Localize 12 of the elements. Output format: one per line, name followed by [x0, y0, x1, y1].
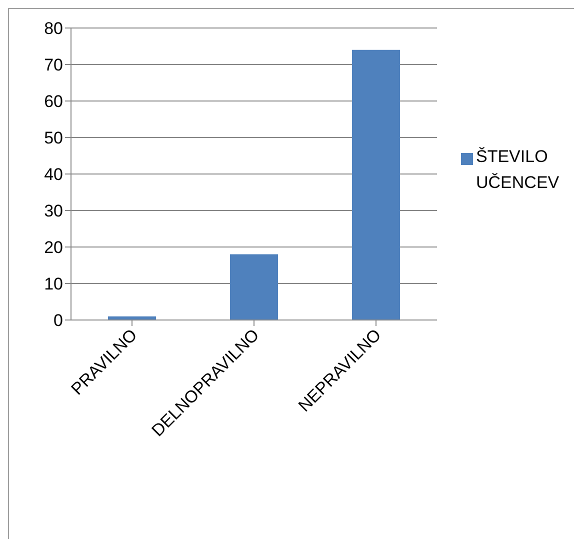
- y-tick-label: 80: [44, 19, 63, 38]
- bar: [230, 254, 278, 320]
- y-tick-label: 30: [44, 202, 63, 221]
- y-tick-label: 20: [44, 238, 63, 258]
- y-tick-label: 10: [44, 274, 63, 294]
- y-tick-label: 50: [44, 128, 63, 148]
- legend-label: ŠTEVILO UČENCEV: [476, 146, 560, 194]
- bar: [352, 50, 400, 320]
- y-tick-label: 70: [44, 56, 63, 75]
- y-tick-label: 60: [44, 92, 63, 112]
- y-tick-label: 0: [54, 311, 63, 330]
- y-tick-label: 40: [44, 165, 63, 184]
